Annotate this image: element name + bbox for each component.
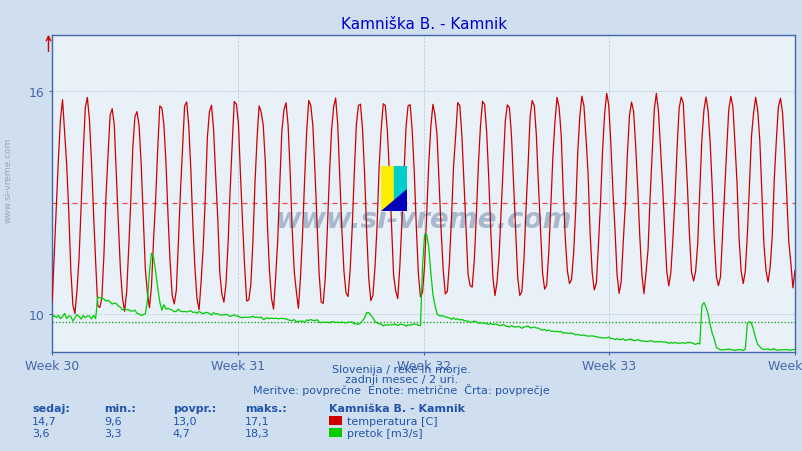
Text: 9,6: 9,6 bbox=[104, 416, 122, 426]
Text: Kamniška B. - Kamnik: Kamniška B. - Kamnik bbox=[329, 403, 464, 413]
Text: www.si-vreme.com: www.si-vreme.com bbox=[3, 138, 13, 223]
Bar bbox=[394, 167, 407, 212]
Text: pretok [m3/s]: pretok [m3/s] bbox=[346, 428, 422, 438]
Polygon shape bbox=[381, 189, 407, 212]
Text: sedaj:: sedaj: bbox=[32, 403, 70, 413]
Bar bbox=[381, 167, 394, 212]
Polygon shape bbox=[394, 167, 407, 189]
Text: maks.:: maks.: bbox=[245, 403, 286, 413]
Text: povpr.:: povpr.: bbox=[172, 403, 216, 413]
Text: zadnji mesec / 2 uri.: zadnji mesec / 2 uri. bbox=[345, 374, 457, 384]
Text: 14,7: 14,7 bbox=[32, 416, 57, 426]
Text: 3,3: 3,3 bbox=[104, 428, 122, 438]
Text: min.:: min.: bbox=[104, 403, 136, 413]
Text: Meritve: povprečne  Enote: metrične  Črta: povprečje: Meritve: povprečne Enote: metrične Črta:… bbox=[253, 383, 549, 395]
Text: Slovenija / reke in morje.: Slovenija / reke in morje. bbox=[332, 364, 470, 374]
Title: Kamniška B. - Kamnik: Kamniška B. - Kamnik bbox=[340, 17, 506, 32]
Text: 3,6: 3,6 bbox=[32, 428, 50, 438]
Text: 17,1: 17,1 bbox=[245, 416, 269, 426]
Text: www.si-vreme.com: www.si-vreme.com bbox=[275, 205, 571, 233]
Text: temperatura [C]: temperatura [C] bbox=[346, 416, 437, 426]
Text: 13,0: 13,0 bbox=[172, 416, 197, 426]
Text: 4,7: 4,7 bbox=[172, 428, 190, 438]
Text: 18,3: 18,3 bbox=[245, 428, 269, 438]
